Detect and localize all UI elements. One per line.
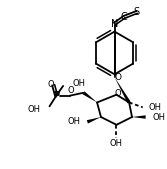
Text: O: O (68, 86, 74, 95)
Polygon shape (115, 77, 131, 103)
Text: OH: OH (68, 117, 80, 126)
Text: O: O (47, 80, 54, 89)
Text: OH: OH (152, 113, 165, 122)
Text: S: S (134, 7, 140, 17)
Polygon shape (82, 91, 97, 102)
Text: N: N (111, 19, 118, 29)
Text: OH: OH (73, 79, 86, 88)
Polygon shape (132, 115, 146, 119)
Text: OH: OH (148, 103, 161, 112)
Text: O: O (114, 89, 121, 98)
Text: OH: OH (110, 139, 123, 148)
Polygon shape (87, 117, 101, 124)
Text: OH: OH (28, 105, 41, 114)
Text: P: P (53, 91, 59, 100)
Text: O: O (115, 73, 122, 82)
Text: C: C (121, 12, 128, 22)
